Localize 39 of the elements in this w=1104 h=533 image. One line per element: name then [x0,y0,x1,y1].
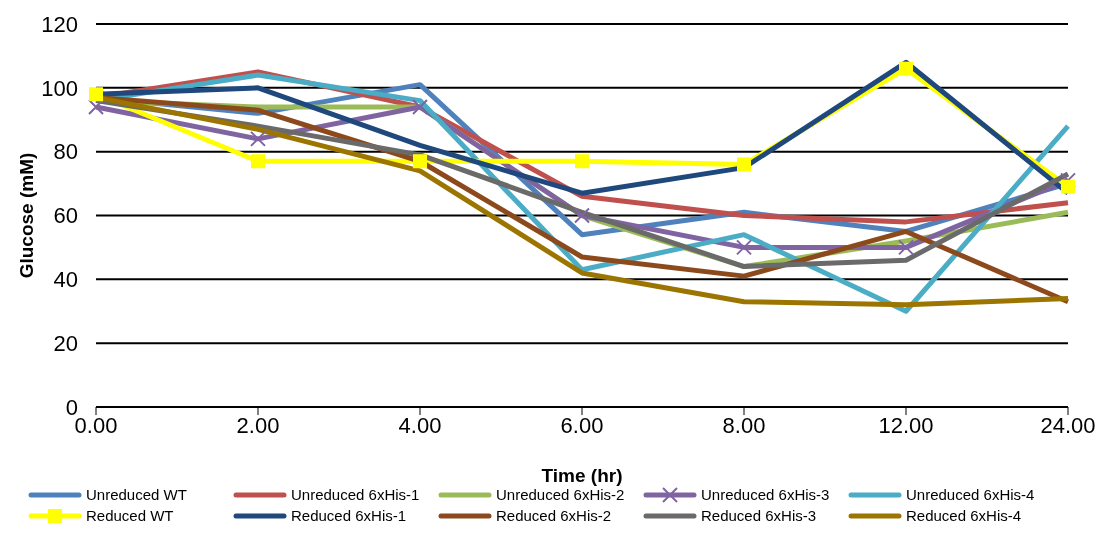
x-axis-title: Time (hr) [541,465,623,486]
legend-label: Reduced 6xHis-2 [496,507,612,524]
point [1060,172,1076,189]
legend-label: Unreduced 6xHis-3 [701,486,830,503]
point [412,98,428,115]
point [575,154,589,169]
point [899,61,913,76]
legend-label: Unreduced WT [86,486,187,503]
x-tick-label: 12.00 [878,412,934,438]
legend-label: Reduced WT [86,507,174,524]
point [1061,179,1075,194]
point [574,207,590,224]
x-tick-label: 4.00 [398,412,442,438]
legend-label: Unreduced 6xHis-4 [906,486,1035,503]
y-tick-label: 60 [53,203,78,229]
point [89,87,103,102]
y-tick-label: 40 [53,267,78,293]
y-tick-label: 120 [41,11,78,37]
legend-label: Reduced 6xHis-3 [701,507,817,524]
point [737,157,751,172]
y-tick-label: 0 [65,394,78,420]
x-tick-label: 6.00 [560,412,604,438]
point [736,239,752,256]
legend-label: Reduced 6xHis-4 [906,507,1022,524]
legend-label: Reduced 6xHis-1 [291,507,407,524]
legend-label: Unreduced 6xHis-1 [291,486,420,503]
legend-label: Unreduced 6xHis-2 [496,486,625,503]
point [88,98,104,115]
x-tick-label: 8.00 [722,412,766,438]
y-tick-label: 80 [53,139,78,165]
y-tick-label: 20 [53,330,78,356]
y-tick-label: 100 [41,75,78,101]
y-axis-title: Glucose (mM) [15,152,37,279]
point [250,130,266,147]
point [251,154,265,169]
x-tick-label: 2.00 [236,412,280,438]
x-tick-label: 24.00 [1040,412,1096,438]
point [413,154,427,169]
point [898,239,914,256]
